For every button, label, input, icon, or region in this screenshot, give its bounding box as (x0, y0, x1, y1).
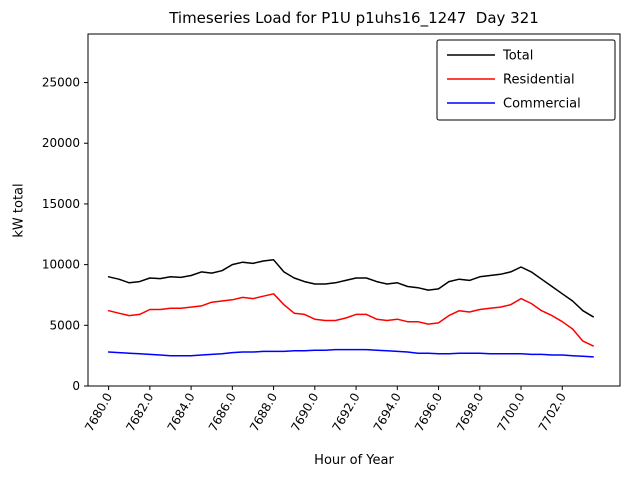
series-line-total (107, 259, 594, 318)
x-tick-label: 7702.0 (536, 391, 569, 434)
x-tick-label: 7696.0 (412, 391, 445, 434)
legend-label-total: Total (502, 49, 533, 64)
x-tick-label: 7684.0 (165, 391, 198, 434)
x-axis-label: Hour of Year (314, 453, 394, 468)
axes-frame (87, 33, 621, 387)
x-tick-label: 7694.0 (371, 391, 404, 434)
series-line-residential (107, 293, 594, 347)
y-tick-label: 10000 (42, 258, 80, 272)
series-line-commercial (107, 348, 594, 358)
y-tick-label: 15000 (42, 197, 80, 211)
x-tick-label: 7686.0 (206, 391, 239, 434)
x-tick-label: 7700.0 (494, 391, 527, 434)
x-tick-label: 7692.0 (330, 391, 363, 434)
y-tick-label: 25000 (42, 76, 80, 90)
legend-box (436, 39, 616, 121)
y-tick-label: 5000 (49, 318, 80, 332)
y-tick-label: 0 (72, 379, 80, 393)
legend-label-residential: Residential (503, 73, 575, 88)
x-tick-label: 7698.0 (453, 391, 486, 434)
x-tick-label: 7688.0 (247, 391, 280, 434)
x-tick-label: 7682.0 (123, 391, 156, 434)
legend-label-commercial: Commercial (503, 97, 581, 112)
x-tick-label: 7690.0 (288, 391, 321, 434)
x-tick-label: 7680.0 (82, 391, 115, 434)
y-tick-label: 20000 (42, 136, 80, 150)
chart-title: Timeseries Load for P1U p1uhs16_1247 Day… (169, 9, 539, 27)
